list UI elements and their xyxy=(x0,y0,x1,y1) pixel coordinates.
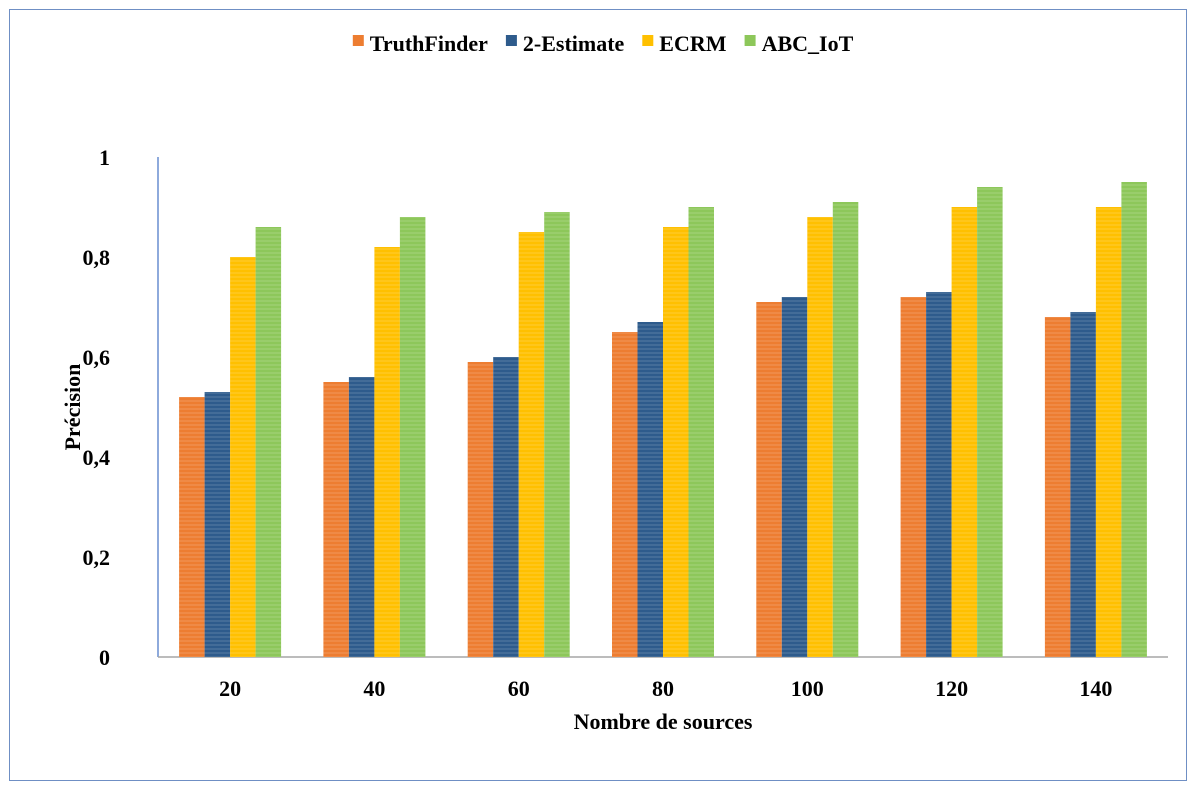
bar-ecrm-40 xyxy=(374,247,400,657)
legend-swatch xyxy=(505,35,517,46)
bar-abc-iot-80 xyxy=(688,207,714,657)
y-tick-label: 0,2 xyxy=(83,545,111,570)
bar-2-estimate-60 xyxy=(493,357,519,657)
bar-truthfinder-120 xyxy=(900,297,927,657)
bar-2-estimate-140 xyxy=(1070,312,1096,657)
legend-label: TruthFinder xyxy=(370,31,488,56)
bar-ecrm-100 xyxy=(807,217,833,657)
x-axis-title: Nombre de sources xyxy=(574,709,753,734)
bar-truthfinder-100 xyxy=(756,302,782,657)
bar-2-estimate-100 xyxy=(781,297,808,657)
legend-swatch xyxy=(642,35,654,46)
bars-layer xyxy=(179,182,1147,657)
y-tick-label: 1 xyxy=(99,145,110,170)
x-tick-label: 100 xyxy=(791,676,824,701)
y-tick-label: 0,6 xyxy=(83,345,111,370)
bar-2-estimate-120 xyxy=(926,292,952,657)
legend-item-abc-iot: ABC_IoT xyxy=(744,31,854,56)
y-tick-label: 0,4 xyxy=(83,445,111,470)
bar-abc-iot-100 xyxy=(832,202,859,657)
bar-abc-iot-140 xyxy=(1121,182,1147,657)
bar-abc-iot-60 xyxy=(544,212,570,657)
chart-legend: TruthFinder 2-Estimate ECRM ABC_IoT xyxy=(352,31,854,56)
bar-truthfinder-20 xyxy=(179,397,205,657)
bar-ecrm-60 xyxy=(518,232,545,657)
y-tick-label: 0 xyxy=(99,645,110,670)
legend-label: 2-Estimate xyxy=(523,31,625,56)
bar-2-estimate-20 xyxy=(204,392,231,657)
legend-swatch xyxy=(744,35,756,46)
bar-ecrm-140 xyxy=(1095,207,1122,657)
x-tick-label: 140 xyxy=(1079,676,1112,701)
legend-swatch xyxy=(352,35,364,46)
y-axis: Précision 0 0,2 0,4 0,6 0,8 1 xyxy=(60,145,159,670)
bar-truthfinder-140 xyxy=(1044,317,1071,657)
bar-truthfinder-40 xyxy=(323,382,349,657)
x-tick-label: 20 xyxy=(219,676,241,701)
x-axis: Nombre de sources 20 40 60 80 100 120 140 xyxy=(158,656,1168,734)
legend-item-ecrm: ECRM xyxy=(642,31,727,56)
bar-2-estimate-40 xyxy=(348,377,375,657)
bar-truthfinder-60 xyxy=(467,362,494,657)
bar-ecrm-80 xyxy=(663,227,689,657)
bar-ecrm-20 xyxy=(230,257,256,657)
x-tick-label: 40 xyxy=(363,676,385,701)
x-tick-label: 120 xyxy=(935,676,968,701)
x-tick-label: 60 xyxy=(508,676,530,701)
y-axis-title: Précision xyxy=(60,364,85,451)
bar-abc-iot-20 xyxy=(255,227,282,657)
bar-ecrm-120 xyxy=(951,207,978,657)
y-tick-label: 0,8 xyxy=(83,245,111,270)
bar-truthfinder-80 xyxy=(612,332,638,657)
legend-label: ECRM xyxy=(659,31,726,56)
bar-abc-iot-40 xyxy=(399,217,426,657)
legend-label: ABC_IoT xyxy=(762,31,854,56)
bar-abc-iot-120 xyxy=(977,187,1003,657)
bar-2-estimate-80 xyxy=(637,322,663,657)
legend-item-truthfinder: TruthFinder xyxy=(352,31,488,56)
legend-item-2-estimate: 2-Estimate xyxy=(505,31,625,56)
x-tick-label: 80 xyxy=(652,676,674,701)
